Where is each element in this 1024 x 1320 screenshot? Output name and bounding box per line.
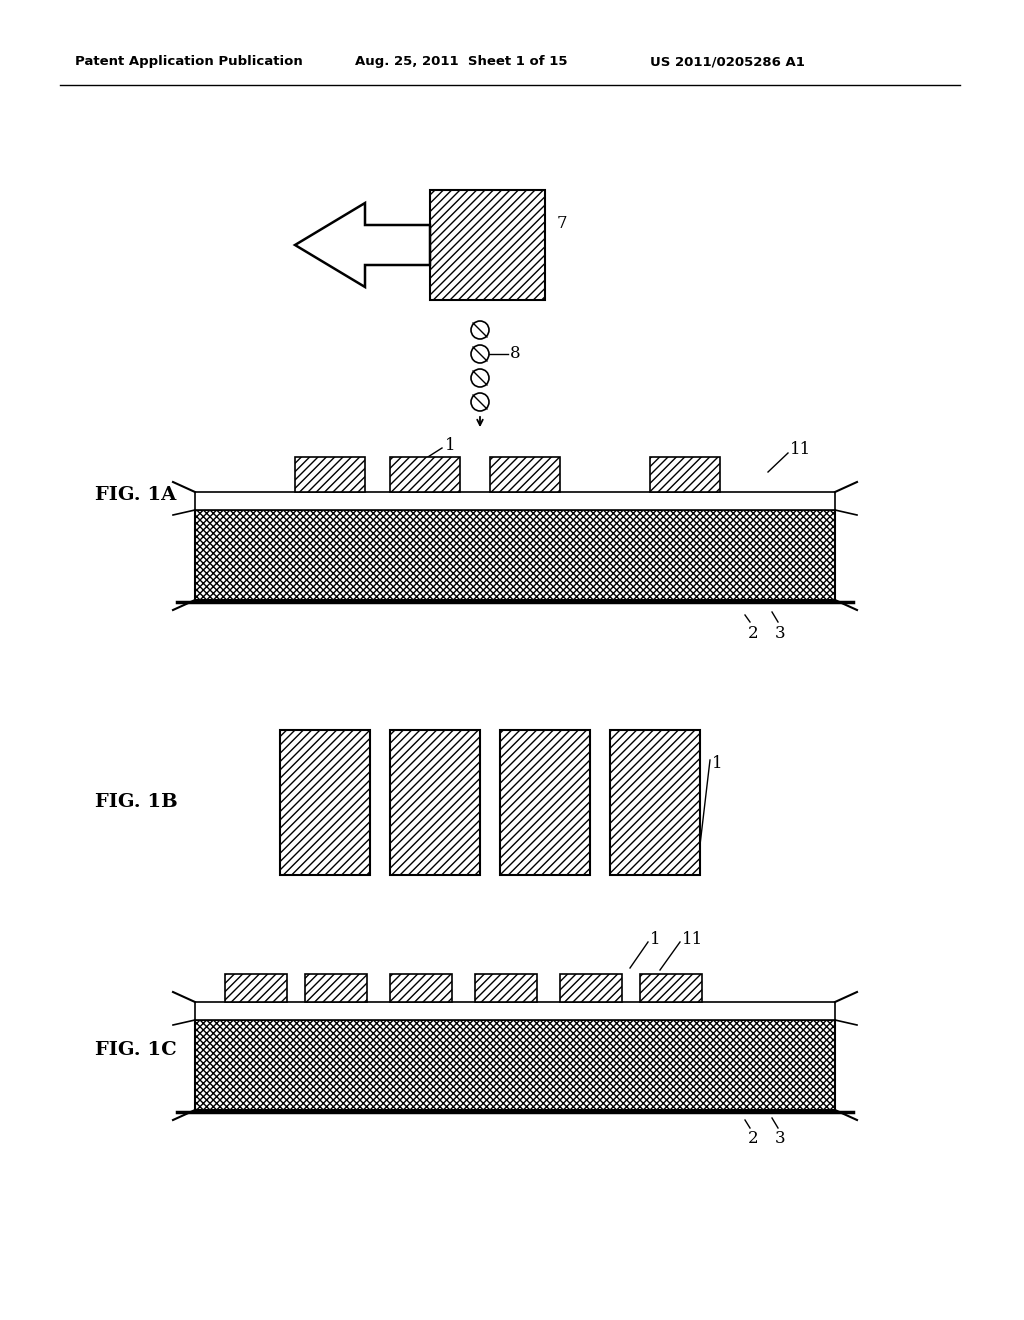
Bar (195, 1020, 835, 1110)
Text: 2: 2 (748, 1130, 759, 1147)
Bar (430, 190, 545, 300)
Text: 2: 2 (748, 624, 759, 642)
Text: 1: 1 (650, 932, 660, 949)
Bar (640, 974, 702, 1002)
Bar (475, 974, 537, 1002)
Bar (560, 974, 622, 1002)
Text: 11: 11 (790, 441, 811, 458)
Bar (490, 457, 560, 492)
Bar (390, 730, 480, 875)
Text: 3: 3 (775, 1130, 785, 1147)
Text: Aug. 25, 2011  Sheet 1 of 15: Aug. 25, 2011 Sheet 1 of 15 (355, 55, 567, 69)
Text: 11: 11 (682, 932, 703, 949)
Bar (295, 457, 365, 492)
Bar (225, 974, 287, 1002)
Bar (390, 457, 460, 492)
Bar (195, 1002, 835, 1020)
Text: 7: 7 (557, 215, 567, 232)
Text: 8: 8 (510, 346, 520, 363)
Bar (390, 974, 452, 1002)
Text: FIG. 1A: FIG. 1A (95, 486, 176, 504)
Text: Patent Application Publication: Patent Application Publication (75, 55, 303, 69)
Bar (280, 730, 370, 875)
Text: FIG. 1B: FIG. 1B (95, 793, 178, 810)
Text: 1: 1 (712, 755, 723, 772)
Bar (500, 730, 590, 875)
Text: US 2011/0205286 A1: US 2011/0205286 A1 (650, 55, 805, 69)
Text: FIG. 1C: FIG. 1C (95, 1041, 177, 1059)
Bar (650, 457, 720, 492)
Bar (195, 492, 835, 510)
Bar (195, 510, 835, 601)
Bar (610, 730, 700, 875)
Polygon shape (295, 203, 430, 286)
Text: 1: 1 (445, 437, 456, 454)
Bar (305, 974, 367, 1002)
Text: 3: 3 (775, 624, 785, 642)
